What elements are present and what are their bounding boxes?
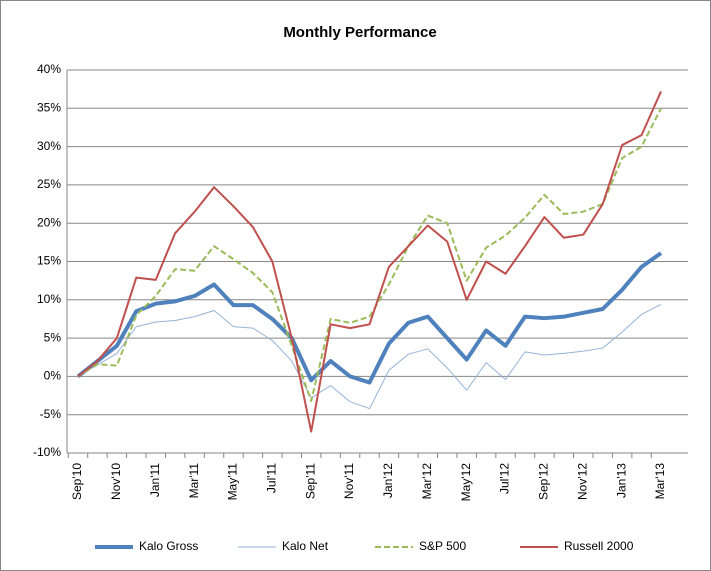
y-tick-label: 5% xyxy=(44,330,62,344)
y-tick-label: 10% xyxy=(37,292,61,306)
y-tick-label: 25% xyxy=(37,177,61,191)
x-tick-label: Mar'13 xyxy=(653,463,667,500)
x-tick-label: Jul'11 xyxy=(265,463,279,493)
y-tick-label: -10% xyxy=(33,445,61,459)
x-tick-label: Nov'12 xyxy=(575,463,589,500)
x-tick-label: Mar'11 xyxy=(187,463,201,499)
y-tick-label: 0% xyxy=(44,369,62,383)
x-tick-label: Jul'12 xyxy=(498,463,512,494)
y-tick-label: 30% xyxy=(37,139,61,153)
y-tick-label: 15% xyxy=(37,254,61,268)
x-tick-label: Jan'13 xyxy=(614,463,628,498)
legend-label: Russell 2000 xyxy=(564,539,634,553)
series-line xyxy=(76,251,663,385)
x-tick-label: Jan'12 xyxy=(381,463,395,498)
y-tick-label: 20% xyxy=(37,215,61,229)
x-tick-label: Nov'11 xyxy=(342,463,356,499)
chart-title: Monthly Performance xyxy=(283,24,436,41)
x-tick-label: Sep'10 xyxy=(70,463,84,500)
series-line xyxy=(77,303,662,410)
x-tick-label: Jan'11 xyxy=(148,463,162,497)
x-tick-label: May'11 xyxy=(226,463,240,501)
series-line xyxy=(77,107,662,402)
x-tick-label: Sep'12 xyxy=(537,463,551,500)
legend-label: Kalo Gross xyxy=(139,539,198,553)
x-tick-label: Sep'11 xyxy=(303,463,317,499)
legend-label: Kalo Net xyxy=(282,539,329,553)
x-tick-label: Nov'10 xyxy=(109,463,123,500)
x-tick-label: Mar'12 xyxy=(420,463,434,500)
x-tick-label: May'12 xyxy=(459,463,473,502)
y-tick-label: 35% xyxy=(37,100,61,114)
y-tick-label: 40% xyxy=(37,62,61,76)
series-line xyxy=(77,91,662,433)
y-tick-label: -5% xyxy=(40,407,62,421)
legend-label: S&P 500 xyxy=(419,539,466,553)
